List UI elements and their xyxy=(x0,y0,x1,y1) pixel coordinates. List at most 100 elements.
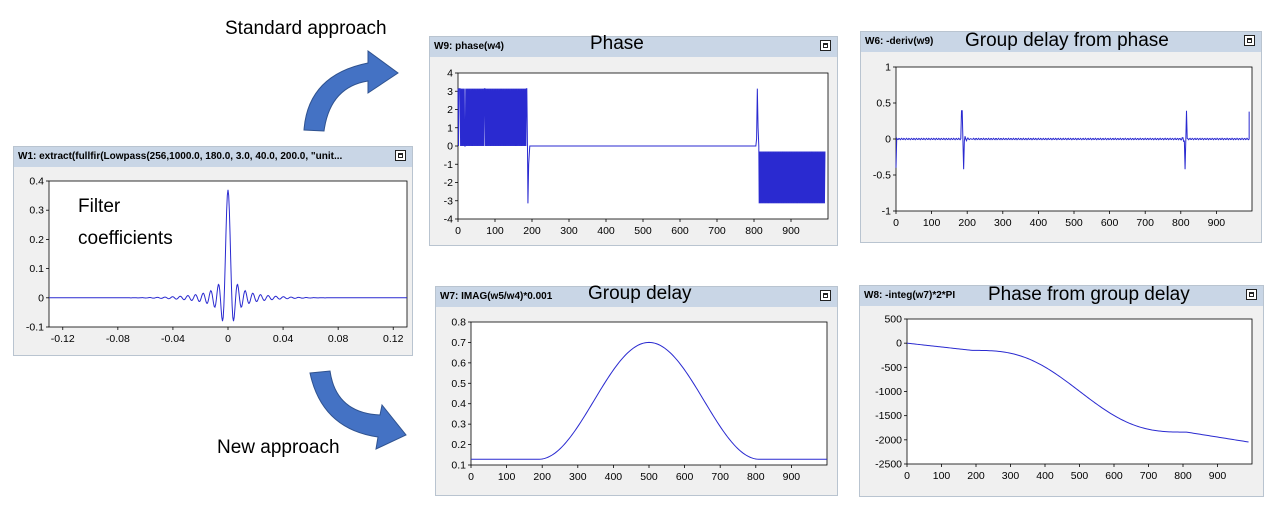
x-tick-label: 0 xyxy=(893,217,899,229)
series-line xyxy=(895,110,1250,170)
x-tick-label: 500 xyxy=(1065,217,1083,229)
y-tick-label: 0.5 xyxy=(876,98,891,110)
x-tick-label: 100 xyxy=(923,217,941,229)
y-tick-label: -1500 xyxy=(875,410,902,422)
window-w6-titlebar[interactable]: W6: -deriv(w9) xyxy=(861,32,1261,52)
arrow-up-icon xyxy=(303,50,399,132)
series-line xyxy=(906,342,1249,443)
y-tick-label: -1000 xyxy=(875,386,902,398)
x-tick-label: -0.08 xyxy=(106,333,130,345)
window-w8-titlebar[interactable]: W8: -integ(w7)*2*PI xyxy=(860,286,1263,306)
maximize-icon[interactable] xyxy=(395,150,406,161)
x-tick-label: 400 xyxy=(1030,217,1048,229)
filter-label: Filter xyxy=(78,196,121,217)
y-tick-label: -500 xyxy=(881,362,902,374)
x-tick-label: 400 xyxy=(597,225,615,237)
window-w9: W9: phase(w4) -4 -3 -2 -1 0 1 2 3 4 0 100 200 300 400… xyxy=(429,36,838,246)
x-tick-label: 200 xyxy=(958,217,976,229)
window-w7: W7: IMAG(w5/w4)*0.001 0.1 0.2 0.3 0.4 0.5 0.6… xyxy=(435,286,838,496)
y-tick-label: -1 xyxy=(444,159,453,171)
window-w1: W1: extract(fullfir(Lowpass(256,1000.0, … xyxy=(13,146,413,356)
x-tick-label: 500 xyxy=(640,471,658,483)
x-tick-label: 600 xyxy=(671,225,689,237)
x-tick-label: 800 xyxy=(1174,470,1192,482)
standard-approach-label: Standard approach xyxy=(225,18,387,39)
chart-w7: 0.1 0.2 0.3 0.4 0.5 0.6 0.7 0.8 0 100 200 300 400 500… xyxy=(451,317,828,483)
y-tick-label: 3 xyxy=(447,86,453,98)
maximize-icon[interactable] xyxy=(820,290,831,301)
y-tick-label: -2500 xyxy=(875,459,902,471)
x-tick-label: 500 xyxy=(634,225,652,237)
y-tick-label: -2000 xyxy=(875,434,902,446)
y-tick-label: 0 xyxy=(896,338,902,350)
y-tick-label: 0.3 xyxy=(29,205,44,217)
maximize-icon[interactable] xyxy=(1246,289,1257,300)
x-tick-label: 300 xyxy=(994,217,1012,229)
y-tick-label: -0.1 xyxy=(26,322,44,334)
y-tick-label: 0.8 xyxy=(451,317,466,329)
x-tick-label: 600 xyxy=(1105,470,1123,482)
maximize-icon[interactable] xyxy=(820,40,831,51)
coefficients-label: coefficients xyxy=(78,228,173,249)
x-tick-label: 600 xyxy=(676,471,694,483)
x-tick-label: 400 xyxy=(605,471,623,483)
y-tick-label: -1 xyxy=(882,206,891,218)
y-tick-label: 0.1 xyxy=(451,460,466,472)
chart-w9: -4 -3 -2 -1 0 1 2 3 4 0 100 200 300 400 500 600 700 800 90… xyxy=(444,68,829,237)
plot-area xyxy=(48,180,408,328)
x-tick-label: 0 xyxy=(225,333,231,345)
chart-w8: -2500 -2000 -1500 -1000 -500 0 500 0 100 200 300 40… xyxy=(875,314,1253,482)
x-tick-label: 300 xyxy=(560,225,578,237)
y-tick-label: 1 xyxy=(447,122,453,134)
x-tick-label: 700 xyxy=(1136,217,1154,229)
y-tick-label: -2 xyxy=(444,177,453,189)
x-tick-label: 900 xyxy=(1209,470,1227,482)
x-tick-label: 100 xyxy=(933,470,951,482)
x-tick-label: 400 xyxy=(1036,470,1054,482)
x-tick-label: 0.08 xyxy=(328,333,349,345)
window-w9-title: W9: phase(w4) xyxy=(434,41,505,52)
x-tick-label: 0.12 xyxy=(383,333,404,345)
y-tick-label: 2 xyxy=(447,104,453,116)
chart-w6: -1 -0.5 0 0.5 1 0 100 200 300 400 500 600 700 800 900 xyxy=(873,62,1253,229)
x-tick-label: 200 xyxy=(967,470,985,482)
y-tick-label: 0 xyxy=(885,134,891,146)
arrow-down-icon xyxy=(309,370,407,450)
x-tick-label: 600 xyxy=(1101,217,1119,229)
series-line xyxy=(457,88,826,204)
x-tick-label: 700 xyxy=(708,225,726,237)
phase-label: Phase xyxy=(590,33,644,54)
y-tick-label: 0.7 xyxy=(451,337,466,349)
x-tick-label: 0 xyxy=(468,471,474,483)
series-line xyxy=(471,341,827,460)
y-tick-label: 0.4 xyxy=(451,398,466,410)
window-w6: W6: -deriv(w9) -1 -0.5 0 0.5 1 0 100 200 300 400 5… xyxy=(860,31,1262,243)
window-w8-title: W8: -integ(w7)*2*PI xyxy=(864,290,956,301)
y-tick-label: 0.2 xyxy=(29,234,44,246)
group-delay-from-phase-label: Group delay from phase xyxy=(965,30,1169,51)
x-tick-label: -0.12 xyxy=(51,333,75,345)
y-tick-label: -0.5 xyxy=(873,170,891,182)
x-tick-label: 300 xyxy=(569,471,587,483)
y-tick-label: -4 xyxy=(444,214,453,226)
x-tick-label: 800 xyxy=(745,225,763,237)
y-tick-label: -3 xyxy=(444,195,453,207)
x-tick-label: 0.04 xyxy=(273,333,294,345)
new-approach-label: New approach xyxy=(217,437,340,458)
x-tick-label: 800 xyxy=(1172,217,1190,229)
chart-w1: -0.1 0 0.1 0.2 0.3 0.4 -0.12 -0.08 -0.04 0 0.04 0.0… xyxy=(26,176,408,345)
y-tick-label: 0.1 xyxy=(29,263,44,275)
window-w8: W8: -integ(w7)*2*PI -2500 -2000 -1500 -1000… xyxy=(859,285,1264,497)
y-tick-label: 4 xyxy=(447,68,453,80)
series-line xyxy=(49,189,407,322)
x-tick-label: 800 xyxy=(747,471,765,483)
y-tick-label: 0.4 xyxy=(29,176,44,188)
window-w9-titlebar[interactable]: W9: phase(w4) xyxy=(430,37,837,57)
maximize-icon[interactable] xyxy=(1244,35,1255,46)
x-tick-label: 700 xyxy=(711,471,729,483)
window-w1-titlebar[interactable]: W1: extract(fullfir(Lowpass(256,1000.0, … xyxy=(14,147,412,167)
y-tick-label: 0 xyxy=(447,141,453,153)
x-tick-label: 900 xyxy=(1208,217,1226,229)
window-w7-titlebar[interactable]: W7: IMAG(w5/w4)*0.001 xyxy=(436,287,837,307)
group-delay-label: Group delay xyxy=(588,283,692,304)
